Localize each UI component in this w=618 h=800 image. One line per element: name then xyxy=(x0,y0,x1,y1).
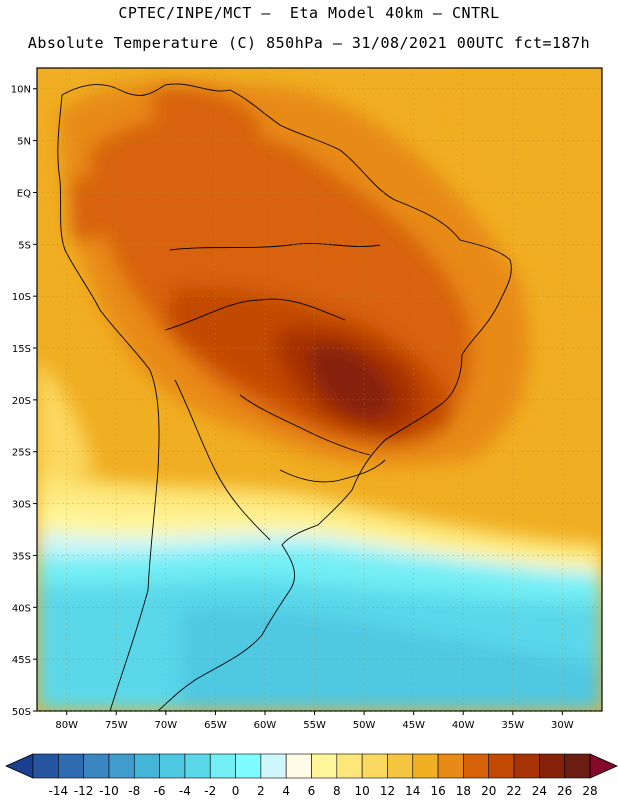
colorbar-box xyxy=(437,753,464,779)
colorbar-box xyxy=(513,753,540,779)
colorbar-box xyxy=(209,753,236,779)
lat-label: 10N xyxy=(11,85,31,96)
colorbar-box xyxy=(184,753,211,779)
coastline-east xyxy=(61,83,512,711)
lat-label: 25S xyxy=(12,448,31,459)
colorbar xyxy=(5,753,618,779)
colorbar-label: 24 xyxy=(532,784,547,798)
colorbar-label: 16 xyxy=(430,784,445,798)
colorbar-label: 28 xyxy=(582,784,597,798)
colorbar-label: -8 xyxy=(128,784,140,798)
colorbar-label: 0 xyxy=(232,784,240,798)
colorbar-box xyxy=(83,753,110,779)
colorbar-box xyxy=(285,753,312,779)
latitude-labels: 10N 5N EQ 5S 10S 15S 20S 25S 30S 35S 40S 45S 50S xyxy=(11,85,37,718)
colorbar-label: -2 xyxy=(204,784,216,798)
lon-label: 50W xyxy=(353,720,376,731)
border-5 xyxy=(279,459,386,483)
colorbar-box xyxy=(58,753,84,779)
lon-label: 30W xyxy=(551,720,574,731)
colorbar-box xyxy=(235,753,262,779)
colorbar-box xyxy=(32,753,59,779)
lat-label: 5S xyxy=(18,240,31,251)
lat-label: 35S xyxy=(12,551,31,562)
lat-label: 15S xyxy=(12,344,31,355)
colorbar-arrow-low xyxy=(5,753,34,779)
colorbar-label: 2 xyxy=(257,784,265,798)
colorbar-label: 14 xyxy=(405,784,420,798)
colorbar-label: -6 xyxy=(154,784,166,798)
longitude-labels: 80W 75W 70W 65W 60W 55W 50W 45W 40W 35W 30W xyxy=(55,711,574,731)
colorbar-label: -4 xyxy=(179,784,191,798)
colorbar-labels: -14 -12 -10 -8 -6 -4 -2 0 2 4 6 8 10 12 14 16 18 20 22 24 26… xyxy=(49,784,598,798)
colorbar-box xyxy=(260,753,287,779)
colorbar-box xyxy=(361,753,388,779)
colorbar-box xyxy=(133,753,160,779)
lat-label: 10S xyxy=(12,292,31,303)
colorbar-label: -12 xyxy=(74,784,94,798)
colorbar-box xyxy=(539,753,565,779)
colorbar-label: 18 xyxy=(456,784,471,798)
map-title-line2: Absolute Temperature (C) 850hPa – 31/08/… xyxy=(27,34,591,52)
colorbar-box xyxy=(311,753,338,779)
lat-label: 50S xyxy=(12,707,31,718)
colorbar-box xyxy=(412,753,439,779)
colorbar-box xyxy=(108,753,135,779)
lon-label: 65W xyxy=(204,720,227,731)
lat-label: 20S xyxy=(12,396,31,407)
grid-lines xyxy=(37,68,602,712)
map-frame xyxy=(36,67,603,712)
colorbar-box xyxy=(463,753,490,779)
colorbar-label: 10 xyxy=(354,784,369,798)
coastline-west xyxy=(57,94,160,711)
colorbar-label: 4 xyxy=(282,784,290,798)
lat-label: 5N xyxy=(17,137,31,148)
colorbar-label: -14 xyxy=(49,784,69,798)
border-2 xyxy=(169,243,381,251)
colorbar-label: 20 xyxy=(481,784,496,798)
lat-label: EQ xyxy=(17,188,31,199)
colorbar-box xyxy=(387,753,414,779)
lon-label: 55W xyxy=(303,720,326,731)
lat-label: 40S xyxy=(12,603,31,614)
colorbar-arrow-high xyxy=(589,753,618,779)
lon-label: 35W xyxy=(501,720,524,731)
colorbar-box xyxy=(564,753,591,779)
lat-label: 30S xyxy=(12,500,31,511)
lon-label: 80W xyxy=(55,720,78,731)
lat-label: 45S xyxy=(12,655,31,666)
colorbar-label: 22 xyxy=(506,784,521,798)
colorbar-label: 8 xyxy=(333,784,341,798)
colorbar-label: 26 xyxy=(557,784,572,798)
colorbar-label: -10 xyxy=(99,784,119,798)
map-title-line1: CPTEC/INPE/MCT – Eta Model 40km – CNTRL xyxy=(118,4,500,22)
lon-label: 45W xyxy=(402,720,425,731)
border-1 xyxy=(164,298,346,331)
colorbar-label: 12 xyxy=(380,784,395,798)
border-3 xyxy=(239,394,371,456)
colorbar-box xyxy=(488,753,515,779)
lon-label: 70W xyxy=(155,720,178,731)
map-field xyxy=(37,68,602,711)
colorbar-label: 6 xyxy=(308,784,316,798)
border-4 xyxy=(174,379,271,541)
coastlines xyxy=(57,83,512,711)
lon-label: 40W xyxy=(452,720,475,731)
lon-label: 60W xyxy=(254,720,277,731)
lon-label: 75W xyxy=(105,720,128,731)
colorbar-box xyxy=(159,753,186,779)
colorbar-box xyxy=(336,753,363,779)
